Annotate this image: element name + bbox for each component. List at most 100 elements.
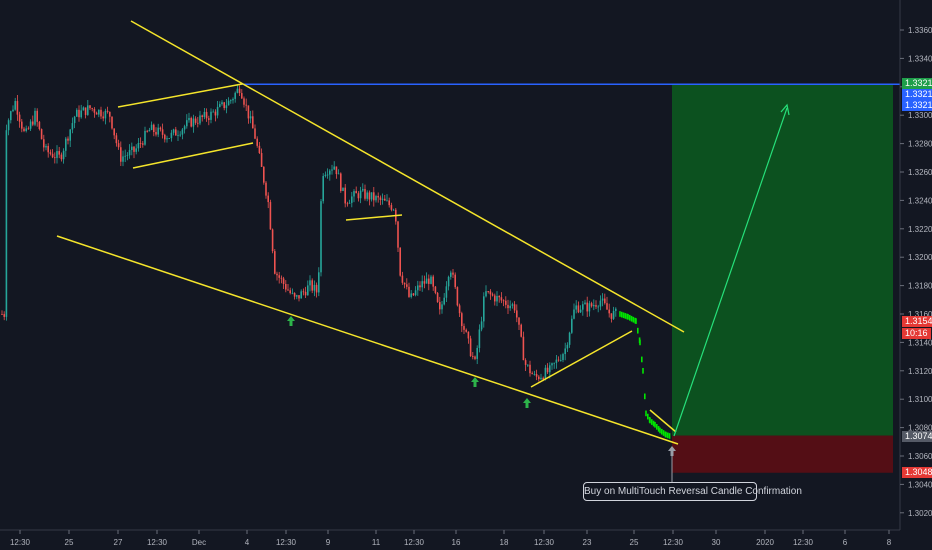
candle-body	[170, 132, 173, 139]
candle-body	[533, 374, 536, 375]
candle-body	[219, 104, 221, 107]
candle-body-recent	[637, 327, 639, 334]
candle-body	[230, 100, 232, 102]
candle-body	[199, 115, 201, 124]
candle-body	[155, 132, 157, 135]
candle-body	[381, 198, 384, 200]
candle-body	[443, 297, 445, 305]
y-tick-label: 1.32400	[908, 196, 932, 205]
candle-body	[606, 303, 608, 310]
candle-body	[150, 124, 153, 130]
candle-body	[406, 284, 408, 287]
candle-body	[432, 276, 434, 287]
candle-body	[551, 363, 553, 366]
candle-body	[126, 155, 129, 157]
y-tick-label: 1.31200	[908, 367, 932, 376]
candle-body	[249, 116, 252, 119]
candle-body	[557, 359, 560, 361]
candle-body	[84, 107, 87, 115]
candle-body	[359, 190, 362, 199]
candle-body	[458, 305, 461, 314]
candle-body	[78, 109, 80, 118]
candle-body	[516, 310, 518, 318]
candle-body	[326, 174, 329, 176]
candle-body	[36, 110, 38, 122]
candle-body	[188, 117, 190, 121]
candle-body	[348, 202, 351, 204]
candle-body	[450, 272, 452, 277]
candle-body	[93, 109, 96, 113]
candle-body	[29, 121, 32, 129]
candle-body	[181, 129, 184, 135]
candle-body	[577, 305, 580, 313]
candle-body	[25, 128, 27, 131]
x-tick-label: 27	[114, 538, 123, 547]
lower-trendline	[56, 235, 679, 445]
candle-body	[34, 110, 36, 125]
loss-zone	[672, 435, 893, 473]
candle-body	[183, 126, 186, 130]
candle-body	[67, 138, 69, 141]
candle-body	[315, 284, 318, 293]
candle-body	[179, 134, 181, 136]
candle-body	[89, 105, 91, 109]
candle-body	[56, 151, 58, 158]
candle-body	[146, 130, 148, 132]
candle-body	[329, 170, 331, 175]
flag-support-line	[345, 214, 403, 221]
candle-body	[201, 115, 203, 117]
candle-body-recent	[647, 413, 649, 420]
candle-body	[104, 110, 107, 119]
x-tick-label: 18	[500, 538, 509, 547]
candle-body-recent	[668, 433, 671, 439]
candle-body	[32, 121, 34, 125]
candle-body	[298, 295, 300, 299]
y-tick-label: 1.31800	[908, 282, 932, 291]
candle-body	[69, 129, 71, 141]
price-marker: 1.30744	[902, 431, 932, 442]
candle-body	[513, 304, 516, 311]
candle-body	[76, 109, 78, 117]
trade-zones	[672, 84, 893, 473]
candle-body	[122, 156, 124, 162]
candle-body	[575, 305, 577, 310]
candle-body	[236, 88, 239, 93]
candle-body	[214, 111, 217, 116]
candle-body	[465, 329, 467, 332]
candle-body	[419, 285, 421, 288]
candle-body	[357, 193, 360, 199]
candle-body	[260, 153, 263, 167]
candle-body	[7, 120, 10, 131]
candle-body	[546, 367, 549, 373]
touch-arrow-icon	[471, 377, 479, 387]
candle-body	[263, 166, 265, 183]
candle-body	[131, 146, 133, 150]
y-tick-label: 1.31000	[908, 395, 932, 404]
y-tick-label: 1.30400	[908, 480, 932, 489]
candle-body	[428, 278, 430, 284]
candle-body	[414, 290, 417, 296]
candle-body	[335, 166, 338, 175]
candle-body	[267, 195, 269, 203]
candle-body	[142, 143, 144, 145]
candle-body-recent	[632, 316, 635, 323]
candle-body	[309, 280, 311, 286]
candle-body	[21, 121, 23, 129]
candle-body-recent	[644, 393, 646, 400]
candle-body-recent	[662, 430, 665, 436]
x-tick-label: 8	[887, 538, 892, 547]
candle-body	[368, 192, 371, 200]
candle-body-recent	[639, 339, 641, 346]
candle-body	[366, 192, 368, 199]
entry-arrow-icon	[668, 446, 676, 456]
upper-trendline	[130, 20, 685, 333]
candle-body	[54, 157, 56, 159]
candle-body	[161, 129, 164, 135]
candle-body	[608, 309, 610, 314]
candle-body	[291, 292, 294, 294]
candle-body	[311, 280, 313, 291]
candle-body	[232, 98, 234, 101]
y-tick-label: 1.31400	[908, 338, 932, 347]
candle-body	[324, 174, 327, 176]
